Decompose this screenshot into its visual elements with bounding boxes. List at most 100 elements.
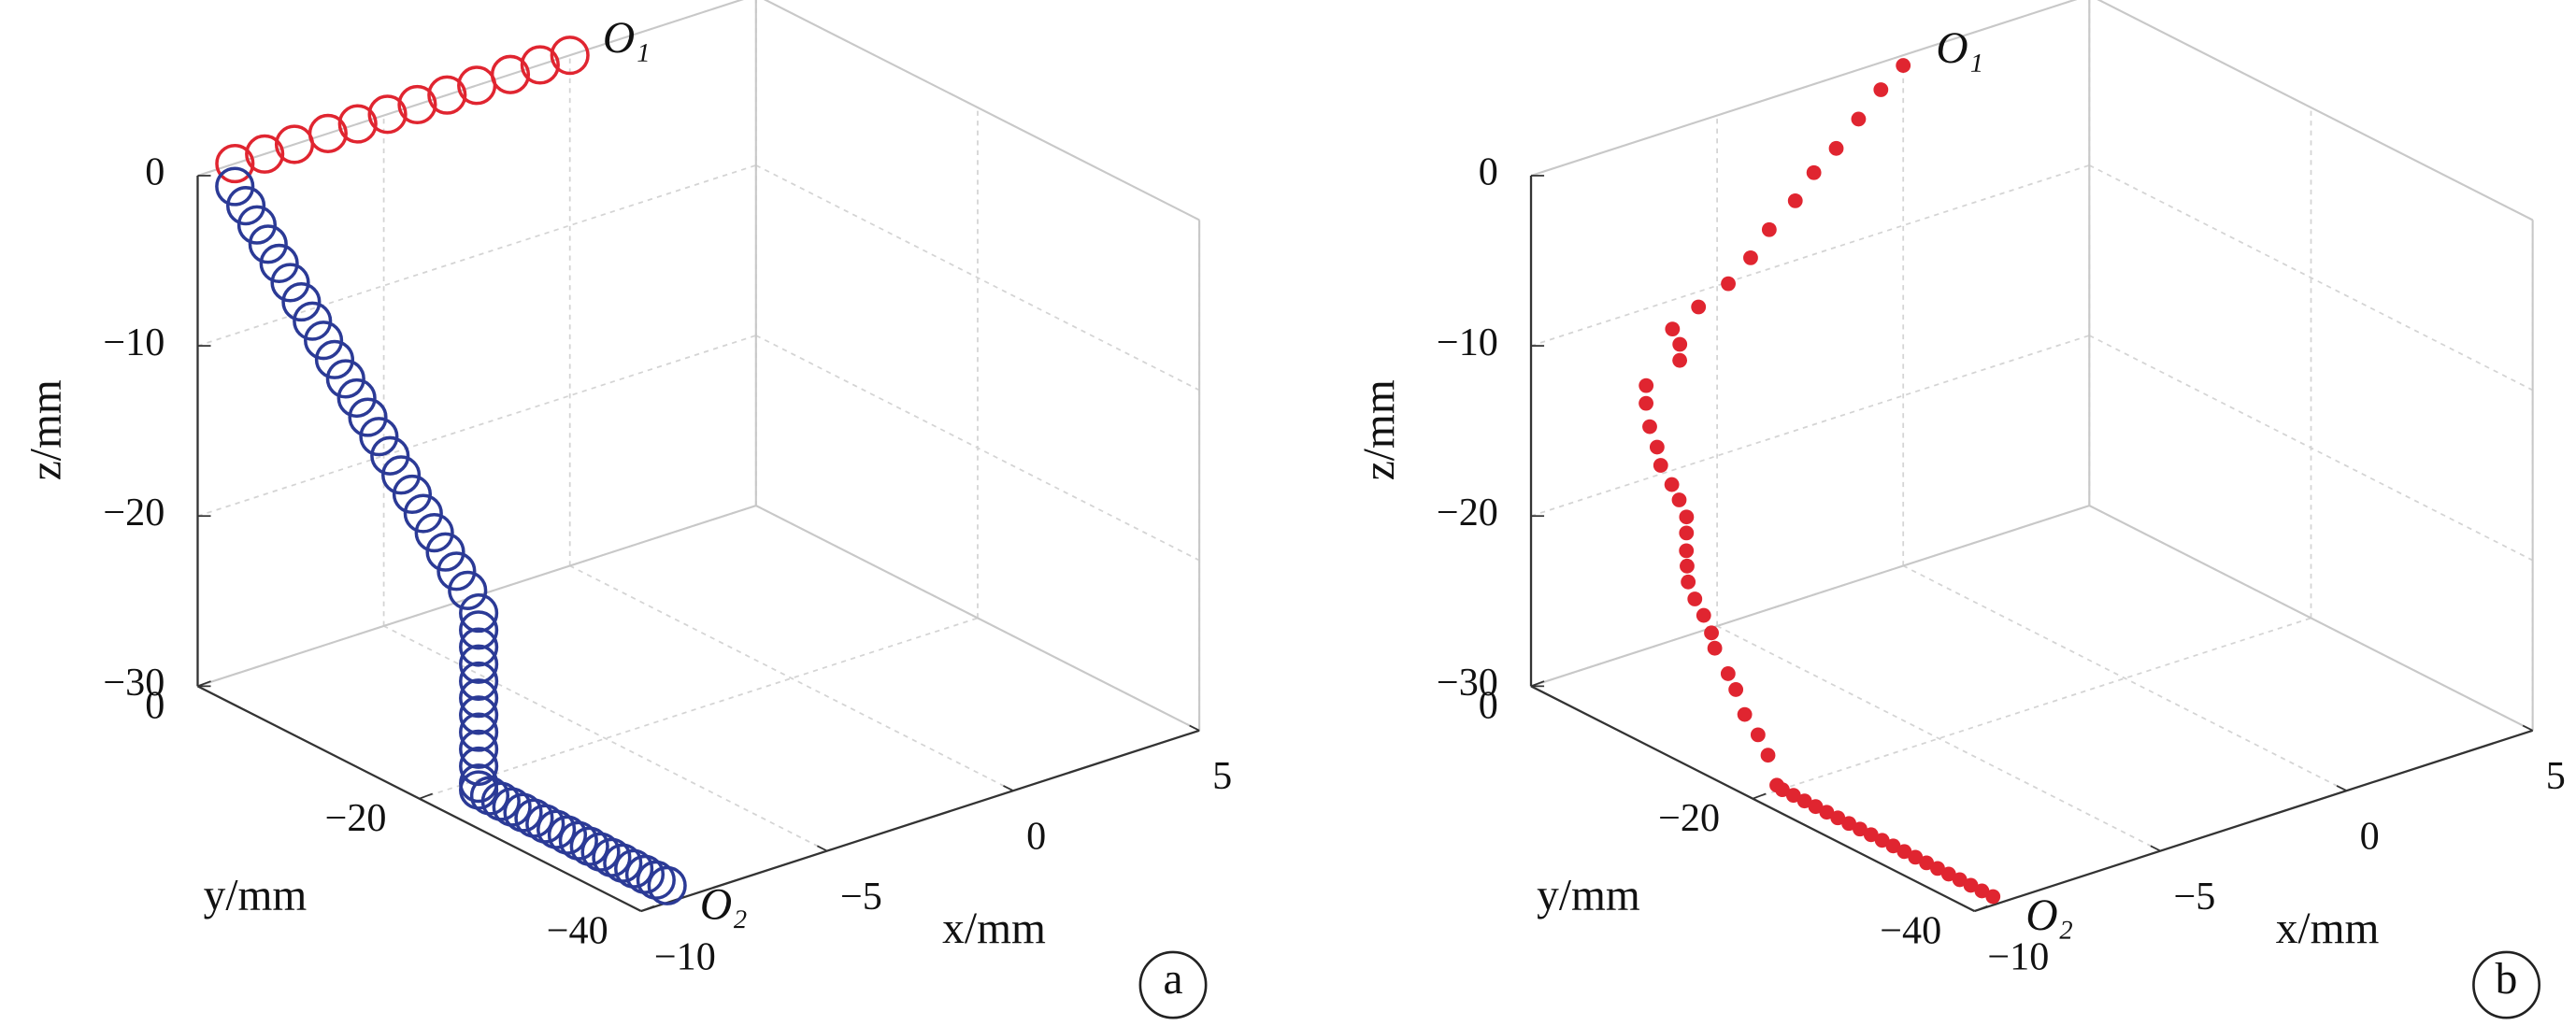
data-point [1974, 883, 1990, 899]
data-point [647, 865, 687, 905]
point-annotation: O₁ [603, 14, 651, 63]
x-axis-label: x/mm [2276, 905, 2380, 953]
data-point [1639, 378, 1654, 393]
z-axis-label: z/mm [21, 379, 70, 480]
data-point [1873, 82, 1889, 97]
data-point [1896, 58, 1911, 73]
data-point [359, 417, 399, 457]
box-edge [1530, 505, 2090, 688]
x-tick-label: −10 [654, 934, 716, 978]
data-point [1760, 748, 1776, 763]
panel-label: b [2496, 955, 2518, 1004]
data-point [392, 474, 433, 515]
grid-line [419, 617, 979, 800]
data-point [1787, 192, 1803, 208]
data-point [1680, 558, 1695, 574]
data-point [1785, 788, 1801, 804]
data-point [1985, 889, 2001, 905]
grid-line [1530, 335, 2090, 518]
x-tick [1003, 785, 1014, 791]
data-point [1952, 872, 1968, 888]
data-point [427, 75, 467, 115]
y-axis-line [1530, 685, 1975, 913]
data-point [459, 695, 499, 735]
data-point [459, 678, 499, 719]
y-tick [1530, 680, 1545, 688]
data-point [1830, 810, 1846, 826]
data-point [314, 339, 355, 379]
data-point [225, 186, 266, 226]
data-point [1808, 799, 1824, 815]
box-edge [1530, 0, 2078, 177]
grid-line [2088, 164, 2534, 392]
data-point [1761, 221, 1777, 237]
data-point [459, 644, 499, 684]
data-point [1672, 352, 1688, 368]
y-tick [640, 905, 655, 912]
data-point [1874, 833, 1890, 848]
y-tick-label: −20 [1658, 796, 1720, 840]
data-point [1671, 492, 1687, 507]
z-tick-label: 0 [145, 150, 165, 194]
y-tick [197, 680, 211, 688]
box-edge [197, 0, 744, 177]
data-point [1696, 607, 1711, 623]
y-axis-label: y/mm [204, 872, 308, 920]
data-point [425, 532, 465, 572]
z-tick-label: 0 [1479, 150, 1498, 194]
grid-line [1752, 617, 2311, 800]
z-tick-label: −10 [1437, 321, 1498, 364]
data-point [281, 281, 322, 322]
y-tick [419, 792, 434, 800]
x-axis-line [1973, 729, 2534, 913]
data-point [1919, 855, 1935, 871]
box-edge [2088, 505, 2534, 732]
x-tick [630, 905, 642, 912]
data-point [1743, 249, 1758, 265]
z-tick-label: −20 [1437, 491, 1498, 534]
data-point [448, 570, 488, 610]
x-tick-label: −10 [1987, 934, 2049, 978]
data-point [1687, 591, 1703, 606]
data-point [1851, 111, 1867, 127]
y-tick-label: 0 [145, 684, 165, 728]
x-tick [2522, 724, 2534, 732]
data-point [1653, 458, 1668, 473]
x-tick [1189, 724, 1200, 732]
data-point [459, 593, 499, 634]
grid-line [383, 625, 828, 852]
data-point [1930, 861, 1945, 876]
data-point [1728, 682, 1744, 697]
data-point [1679, 525, 1695, 541]
data-point [381, 455, 422, 495]
box-edge [755, 505, 1200, 732]
x-tick [816, 845, 828, 852]
z-tick-label: −10 [103, 321, 165, 364]
data-point [459, 712, 499, 752]
y-tick-label: −20 [325, 796, 387, 840]
data-point [1649, 439, 1665, 455]
x-tick-label: −5 [2174, 875, 2216, 919]
data-point [459, 729, 499, 769]
data-point [336, 378, 377, 419]
data-point [1664, 477, 1680, 492]
data-point [259, 243, 299, 283]
box-edge [2097, 0, 2534, 221]
data-point [436, 551, 477, 591]
point-annotation: O₂ [700, 880, 748, 929]
data-point [459, 661, 499, 702]
data-point [1853, 821, 1868, 837]
point-annotation: O₁ [1936, 24, 1983, 73]
panel-badge [1138, 950, 1208, 1019]
data-point [459, 746, 499, 787]
y-tick-label: −40 [1880, 908, 1941, 952]
panel-badge [2472, 950, 2540, 1019]
data-point [1806, 164, 1822, 180]
data-point [304, 321, 344, 361]
data-point [1796, 793, 1812, 809]
data-point [1863, 827, 1879, 843]
z-axis-label: z/mm [1355, 379, 1404, 480]
data-point [308, 113, 348, 153]
